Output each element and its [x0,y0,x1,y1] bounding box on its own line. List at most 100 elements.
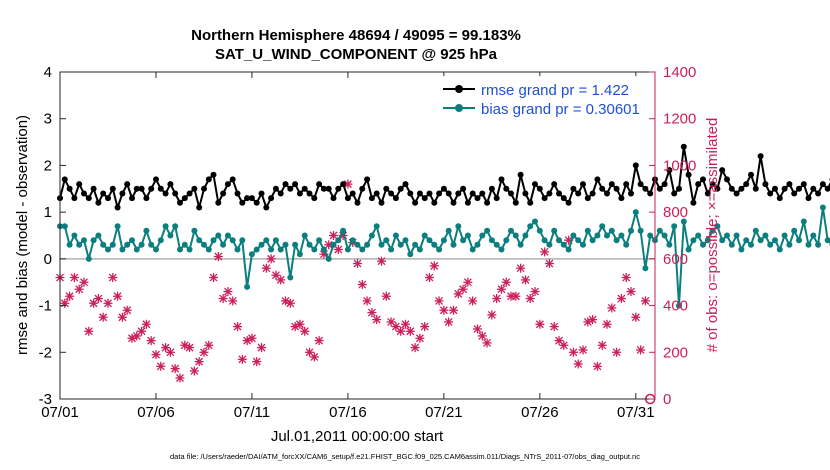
rmse-point [272,185,279,192]
obs-marker [103,298,113,308]
obs-marker [285,298,295,308]
obs-marker [276,275,286,285]
rmse-point [671,190,678,197]
bias-point [172,223,179,230]
obs-marker [415,333,425,343]
rmse-point [105,195,111,202]
chart-title-line1: Northern Hemisphere 48694 / 49095 = 99.1… [191,27,521,44]
x-tick-label: 07/31 [617,404,655,421]
rmse-point [85,195,92,202]
obs-marker [237,354,247,364]
y-tick-label: 0 [44,251,52,268]
bias-point [584,227,591,234]
bias-point [776,246,783,253]
obs-marker [156,361,166,371]
bias-point [248,251,255,258]
rmse-point [224,181,231,188]
rmse-point [100,190,107,197]
bias-point [177,246,183,253]
rmse-point [234,190,241,197]
rmse-point [733,190,740,197]
bias-point [383,237,390,244]
obs-markers [55,179,656,405]
rmse-point [167,181,174,188]
bias-point [484,227,491,234]
bias-point [186,246,193,253]
rmse-point [469,190,476,197]
obs-marker [549,322,559,332]
bias-point [129,237,135,244]
bias-point [373,223,380,230]
bias-point [157,237,164,244]
obs-marker [213,252,223,262]
obs-marker [122,305,132,315]
obs-marker [65,291,75,301]
bias-point [253,246,260,253]
obs-marker [74,284,84,294]
bias-point [714,223,721,230]
bias-point [604,232,610,239]
obs-marker [578,345,588,355]
obs-marker [636,345,646,355]
obs-marker [434,296,444,306]
rmse-point [162,190,169,197]
rmse-point [340,181,347,188]
obs-marker [530,287,540,297]
bias-point [824,237,830,244]
bias-point [95,232,102,239]
rmse-point [748,171,754,178]
rmse-point [637,181,644,188]
bias-point [296,251,303,258]
y2-tick-label: 0 [663,391,671,408]
rmse-point [580,181,586,188]
bias-point [479,232,486,239]
obs-marker [295,319,305,329]
rmse-point [349,190,356,197]
rmse-point [709,181,716,188]
rmse-point [330,195,337,202]
rmse-point [172,190,179,197]
bias-point [201,241,207,248]
bias-point [344,246,351,253]
obs-marker [520,275,530,285]
rmse-point [560,195,567,202]
series-lines [57,143,830,309]
rmse-point [133,185,140,192]
obs-marker [372,315,382,325]
bias-point [772,237,778,244]
bias-point [416,246,423,253]
rmse-point [743,181,750,188]
bias-point [272,237,279,244]
bias-point [268,246,275,253]
y-tick-label: 3 [44,111,52,128]
obs-marker [492,294,502,304]
bias-point [632,209,639,216]
obs-marker [597,340,607,350]
y2-axis-label: # of obs: o=possible; ×=assimilated [704,118,721,353]
rmse-point [114,204,121,211]
obs-marker [588,315,598,325]
obs-marker [640,296,650,306]
obs-marker [540,247,550,257]
rmse-point [416,190,423,197]
y2-tick-label: 200 [663,344,688,361]
obs-marker [170,364,180,374]
bias-point [258,241,265,248]
obs-marker [257,343,267,353]
rmse-point [628,190,634,197]
obs-marker [189,366,199,376]
bias-point [512,232,519,239]
legend-box [417,76,647,120]
obs-marker [429,261,439,271]
bias-point [105,246,111,253]
rmse-point [541,195,548,202]
rmse-point [191,185,198,192]
rmse-point [90,185,97,192]
obs-marker [420,322,430,332]
rmse-point [752,185,759,192]
obs-marker [357,280,367,290]
obs-marker [516,263,526,273]
obs-marker [252,357,262,367]
bias-point [628,227,634,234]
bias-point [66,241,73,248]
